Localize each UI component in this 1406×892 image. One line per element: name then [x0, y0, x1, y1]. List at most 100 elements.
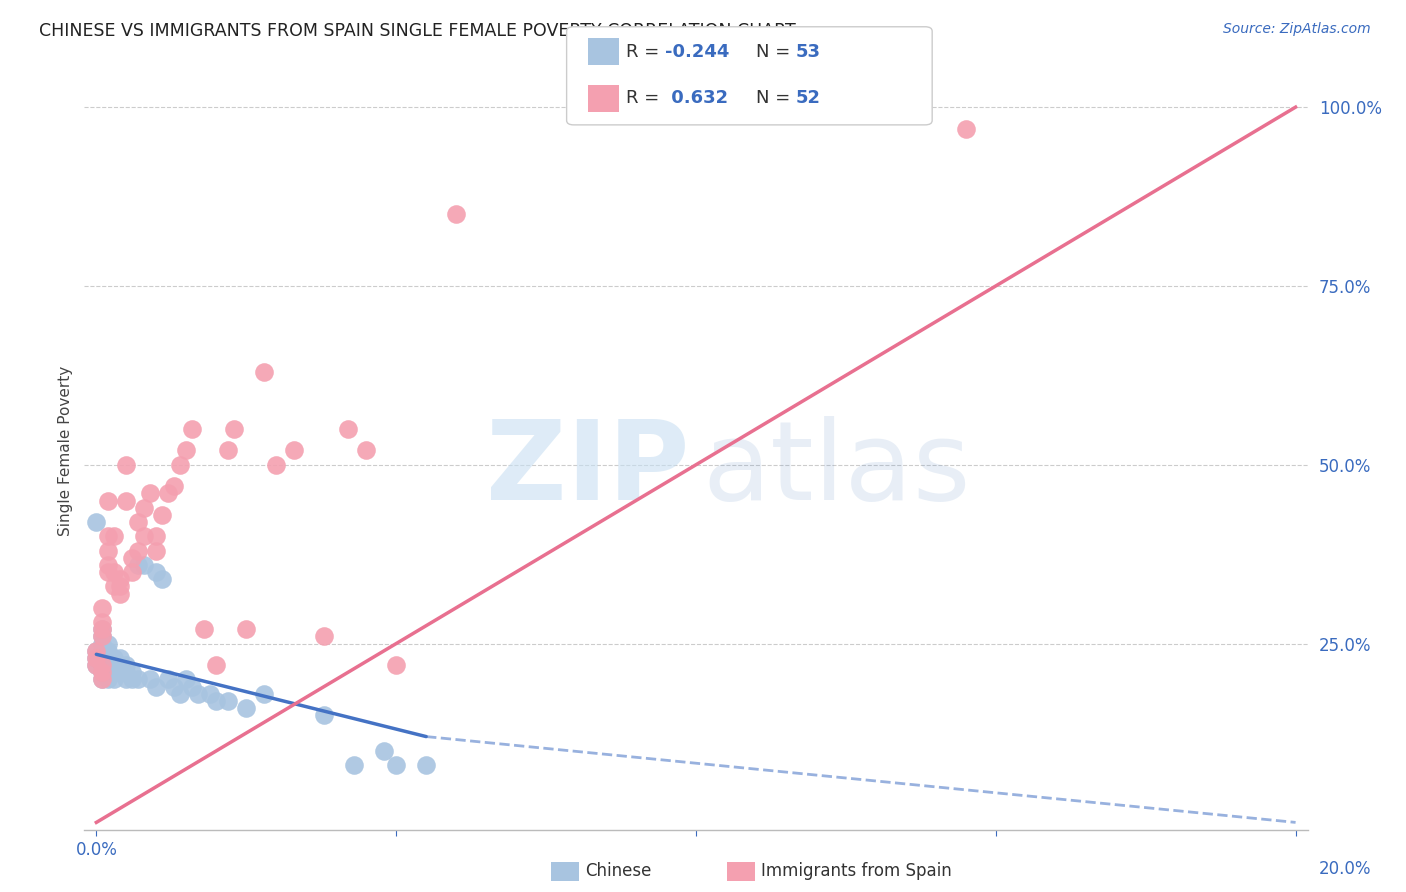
Point — [187, 687, 209, 701]
Point — [150, 572, 173, 586]
Point — [103, 529, 125, 543]
Point — [134, 529, 156, 543]
Point — [127, 673, 149, 687]
Point — [373, 744, 395, 758]
Point — [217, 443, 239, 458]
Point — [86, 658, 108, 673]
Point — [385, 658, 408, 673]
Point — [91, 644, 114, 658]
Point — [91, 673, 114, 687]
Point — [343, 758, 366, 772]
Point — [97, 644, 120, 658]
Point — [134, 558, 156, 572]
Point — [103, 673, 125, 687]
Point — [193, 622, 215, 636]
Point — [86, 651, 108, 665]
Point — [157, 486, 180, 500]
Point — [91, 673, 114, 687]
Point — [97, 493, 120, 508]
Point — [86, 515, 108, 529]
Point — [97, 529, 120, 543]
Point — [127, 515, 149, 529]
Point — [91, 629, 114, 643]
Point — [121, 550, 143, 565]
Point — [97, 543, 120, 558]
Point — [115, 665, 138, 680]
Point — [139, 486, 162, 500]
Point — [115, 673, 138, 687]
Point — [97, 673, 120, 687]
Point — [97, 558, 120, 572]
Point — [205, 694, 228, 708]
Point — [217, 694, 239, 708]
Point — [127, 543, 149, 558]
Point — [337, 422, 360, 436]
Point — [354, 443, 377, 458]
Point — [91, 637, 114, 651]
Point — [86, 644, 108, 658]
Point — [121, 565, 143, 579]
Point — [103, 651, 125, 665]
Point — [253, 687, 276, 701]
Point — [115, 458, 138, 472]
Point — [385, 758, 408, 772]
Text: ZIP: ZIP — [486, 416, 690, 523]
Point — [86, 658, 108, 673]
Text: N =: N = — [756, 43, 796, 61]
Point — [91, 600, 114, 615]
Point — [145, 565, 167, 579]
Point — [145, 529, 167, 543]
Point — [235, 701, 257, 715]
Text: -0.244: -0.244 — [665, 43, 730, 61]
Point — [110, 579, 132, 593]
Text: N =: N = — [756, 89, 796, 107]
Point — [163, 680, 186, 694]
Point — [97, 565, 120, 579]
Text: CHINESE VS IMMIGRANTS FROM SPAIN SINGLE FEMALE POVERTY CORRELATION CHART: CHINESE VS IMMIGRANTS FROM SPAIN SINGLE … — [39, 22, 796, 40]
Point — [86, 651, 108, 665]
Point — [169, 687, 191, 701]
Text: 53: 53 — [796, 43, 821, 61]
Point — [97, 665, 120, 680]
Point — [121, 665, 143, 680]
Point — [283, 443, 305, 458]
Point — [150, 508, 173, 522]
Point — [91, 658, 114, 673]
Point — [110, 658, 132, 673]
Point — [97, 658, 120, 673]
Point — [181, 680, 204, 694]
Point — [181, 422, 204, 436]
Point — [91, 651, 114, 665]
Point — [314, 629, 336, 643]
Point — [86, 644, 108, 658]
Point — [103, 665, 125, 680]
Text: R =: R = — [626, 89, 665, 107]
Text: R =: R = — [626, 43, 665, 61]
Point — [103, 658, 125, 673]
Point — [115, 493, 138, 508]
Text: 20.0%: 20.0% — [1319, 860, 1371, 878]
Point — [174, 673, 197, 687]
Point — [235, 622, 257, 636]
Point — [157, 673, 180, 687]
Point — [97, 651, 120, 665]
Point — [91, 665, 114, 680]
Point — [91, 615, 114, 629]
Point — [224, 422, 246, 436]
Point — [415, 758, 437, 772]
Point — [110, 651, 132, 665]
Point — [91, 629, 114, 643]
Point — [97, 637, 120, 651]
Point — [145, 543, 167, 558]
Point — [110, 572, 132, 586]
Point — [134, 500, 156, 515]
Point — [110, 665, 132, 680]
Point — [314, 708, 336, 723]
Point — [103, 565, 125, 579]
Point — [91, 622, 114, 636]
Text: Chinese: Chinese — [585, 863, 651, 880]
Y-axis label: Single Female Poverty: Single Female Poverty — [58, 366, 73, 535]
Point — [174, 443, 197, 458]
Point — [91, 622, 114, 636]
Point — [169, 458, 191, 472]
